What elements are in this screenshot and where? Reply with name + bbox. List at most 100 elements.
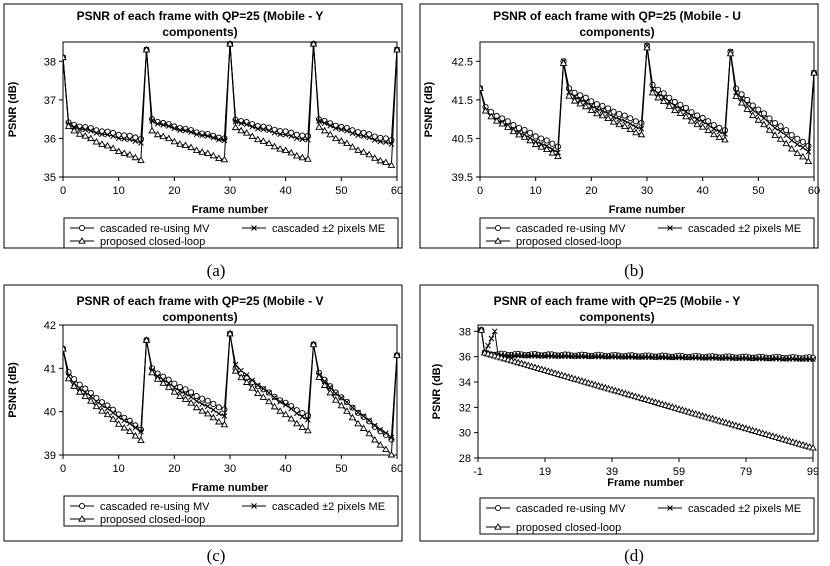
data-point [182,127,189,134]
y-tick-label: 42 [44,320,56,332]
data-point [488,335,495,342]
data-point [87,389,94,396]
data-point [266,389,272,396]
data-point [298,153,307,161]
data-point [254,382,261,389]
data-point [715,133,724,141]
data-point [70,382,78,389]
y-axis-label: PSNR (dB) [431,363,443,419]
data-point [587,106,596,114]
data-point [660,94,667,100]
data-point [515,130,523,138]
data-point [783,132,790,139]
x-axis-label: Frame number [192,204,269,216]
y-tick-label: 38 [44,56,56,68]
data-point [243,121,250,128]
data-point [326,388,334,396]
data-point [627,120,634,127]
data-point [93,398,100,405]
plot-area [477,324,814,459]
data-point [705,118,712,125]
data-point [377,138,384,145]
y-tick-label: 39 [44,450,56,462]
data-point [199,395,206,402]
data-point [677,101,684,108]
data-point [810,356,816,363]
x-tick-label: 59 [673,466,685,478]
data-point [177,388,183,395]
data-point [249,377,256,384]
series-line [480,329,813,360]
data-point [131,153,140,161]
data-point [315,373,323,380]
data-point [749,107,756,113]
data-point [371,422,378,429]
y-tick-label: 37 [44,95,56,107]
data-point [248,384,257,391]
data-point [315,123,323,130]
data-point [520,133,529,140]
data-point [331,134,340,142]
data-point [660,90,667,97]
data-point [243,372,250,378]
data-point [370,154,379,161]
data-point [164,134,173,142]
data-point [165,380,172,386]
x-tick-label: 10 [530,185,542,197]
data-point [259,137,268,144]
data-point [132,138,139,145]
caption-b: (b) [624,261,644,280]
data-point [749,102,756,109]
data-point [198,148,206,155]
data-point [349,404,356,411]
data-point [388,434,395,441]
data-point [337,401,346,409]
data-point [627,115,634,122]
data-point [304,155,312,162]
x-tick-label: 50 [752,185,764,197]
x-tick-label: 0 [477,185,483,197]
data-point [338,395,345,401]
data-point [354,419,362,427]
data-point [142,336,151,343]
data-point [565,92,573,99]
data-point [688,109,695,116]
data-point [276,407,284,414]
data-point [153,130,162,138]
data-point [87,134,95,142]
data-point [810,68,818,76]
data-point [504,123,512,130]
data-point [82,385,89,392]
data-point [348,143,357,150]
data-point [266,127,272,134]
data-point [760,110,767,117]
data-point [744,101,751,108]
data-point [710,130,718,138]
data-point [114,147,123,155]
data-point [610,114,617,120]
data-point [215,154,223,161]
data-point [104,405,111,412]
data-point [377,426,384,433]
legend-label: cascaded re-using MV [100,501,210,513]
x-tick-label: 99 [807,466,819,478]
data-point [671,106,679,114]
data-point [783,127,790,134]
data-point [359,148,368,155]
data-point [800,144,806,151]
data-point [738,95,745,102]
data-point [193,131,200,138]
x-axis-label: Frame number [607,477,684,489]
data-point [298,423,307,430]
data-point [480,84,484,91]
data-point [320,126,329,134]
data-point [92,137,101,145]
data-point [582,94,589,101]
data-point [799,138,806,145]
data-point [254,135,262,143]
data-point [265,124,273,131]
data-point [309,340,318,348]
data-point [171,125,178,132]
data-point [355,409,361,416]
data-point [187,389,195,396]
